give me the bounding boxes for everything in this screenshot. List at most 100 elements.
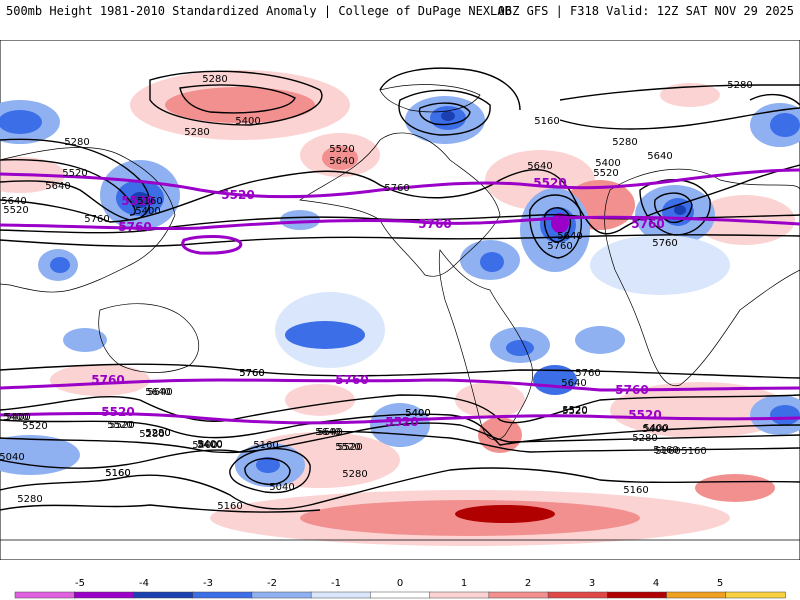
colorbar-segment bbox=[488, 591, 549, 599]
contour-label: 5520 bbox=[221, 188, 254, 202]
contour-label: 5400 bbox=[135, 206, 160, 217]
contour-label: 5400 bbox=[235, 116, 260, 127]
contour-label: 5400 bbox=[5, 412, 30, 423]
negative-anomaly-shading bbox=[0, 96, 800, 487]
contour-label: 5520 bbox=[628, 408, 661, 422]
contour-label: 5520 bbox=[101, 405, 134, 419]
colorbar-segment bbox=[429, 591, 490, 599]
colorbar-segment bbox=[192, 591, 253, 599]
map-title: 500mb Height 1981-2010 Standardized Anom… bbox=[6, 4, 512, 18]
contour-label: 5400 bbox=[197, 440, 222, 451]
contour-label: 5040 bbox=[269, 482, 294, 493]
contour-label: 5280 bbox=[139, 429, 164, 440]
contour-label: 5400 bbox=[642, 424, 667, 435]
contour-label: 5760 bbox=[335, 373, 368, 387]
contour-label: 5760 bbox=[547, 241, 572, 252]
contour-label: 5640 bbox=[45, 181, 70, 192]
contour-label: 5640 bbox=[561, 378, 586, 389]
contour-label: 5520 bbox=[329, 144, 354, 155]
contour-label: 5640 bbox=[315, 427, 340, 438]
contour-label: 5520 bbox=[385, 415, 418, 429]
contour-label: 5280 bbox=[612, 137, 637, 148]
positive-anomaly-shading bbox=[0, 70, 795, 546]
contour-label: 5280 bbox=[64, 137, 89, 148]
black-contour-labels: 5280 5400 5280 5280 5520 5640 5760 5160 … bbox=[0, 74, 753, 512]
contour-label: 5280 bbox=[202, 74, 227, 85]
colorbar-segment bbox=[73, 591, 135, 599]
contour-label: 5640 bbox=[647, 151, 672, 162]
colorbar-tick-label: -1 bbox=[331, 578, 341, 589]
contour-label: 5760 bbox=[239, 368, 264, 379]
contour-label: 5520 bbox=[62, 168, 87, 179]
colorbar-segment bbox=[251, 591, 312, 599]
contour-label: 5640 bbox=[1, 196, 26, 207]
contour-label: 5760 bbox=[239, 368, 264, 379]
contour-label: 5160 bbox=[137, 196, 162, 207]
colorbar-tick-label: -4 bbox=[139, 578, 149, 589]
contour-label: 5760 bbox=[575, 368, 600, 379]
colorbar-tick-label: 2 bbox=[525, 578, 531, 589]
colorbar-segment bbox=[14, 591, 75, 599]
contour-label: 5760 bbox=[84, 214, 109, 225]
colorbar-tick-label: 5 bbox=[717, 578, 723, 589]
colorbar-segment bbox=[133, 591, 194, 599]
contour-label: 5400 bbox=[405, 408, 430, 419]
anomaly-colorbar: -5 -4 -3 -2 -1 0 1 2 3 4 5 bbox=[14, 578, 786, 599]
colorbar-segment bbox=[310, 591, 372, 599]
model-run-info: 06Z GFS | F318 Valid: 12Z SAT NOV 29 202… bbox=[497, 4, 794, 18]
contour-label: 5760 bbox=[91, 373, 124, 387]
contour-label: 5160 bbox=[105, 468, 130, 479]
contour-label: 5280 bbox=[184, 127, 209, 138]
contour-label: 5040 bbox=[0, 452, 25, 463]
contour-label: 5760 bbox=[615, 383, 648, 397]
contour-label: 5160 bbox=[105, 468, 130, 479]
contour-label: 5160 bbox=[653, 445, 678, 456]
contour-label: 5520 bbox=[22, 421, 47, 432]
contour-label: 5160 bbox=[534, 116, 559, 127]
contour-label: 5640 bbox=[147, 387, 172, 398]
contour-label: 5520 bbox=[335, 442, 360, 453]
colorbar-segment bbox=[370, 591, 431, 599]
contour-label: 5160 bbox=[655, 446, 680, 457]
contour-label: 5640 bbox=[329, 156, 354, 167]
contour-label: 5400 bbox=[3, 412, 28, 423]
colorbar-tick-label: 1 bbox=[461, 578, 467, 589]
colorbar-segment bbox=[725, 591, 786, 599]
contour-label: 5520 bbox=[3, 205, 28, 216]
purple-contour-labels: 5520 5520 5520 5760 5760 5760 5760 5520 … bbox=[91, 176, 664, 429]
contour-label: 5520 bbox=[533, 176, 566, 190]
contour-label: 5760 bbox=[118, 220, 151, 234]
contour-label: 5280 bbox=[145, 428, 170, 439]
colorbar-tick-label: 3 bbox=[589, 578, 595, 589]
contour-label: 5160 bbox=[623, 485, 648, 496]
colorbar-tick-label: 4 bbox=[653, 578, 659, 589]
contour-label: 5640 bbox=[527, 161, 552, 172]
contour-label: 5760 bbox=[631, 217, 664, 231]
colorbar-tick-label: 0 bbox=[397, 578, 403, 589]
reference-contours bbox=[0, 168, 800, 425]
contour-label: 5400 bbox=[197, 439, 222, 450]
contour-label: 5520 bbox=[109, 420, 134, 431]
colorbar-segment bbox=[607, 591, 668, 599]
contour-label: 5160 bbox=[681, 446, 706, 457]
contour-label: 5160 bbox=[217, 501, 242, 512]
contour-label: 5520 bbox=[562, 405, 587, 416]
colorbar-tick-label: -3 bbox=[203, 578, 213, 589]
contour-label: 5280 bbox=[145, 428, 170, 439]
contour-label: 5760 bbox=[418, 217, 451, 231]
contour-label: 5160 bbox=[253, 440, 278, 451]
contour-label: 5640 bbox=[557, 231, 582, 242]
contour-label: 5640 bbox=[145, 387, 170, 398]
contour-label: 5280 bbox=[17, 494, 42, 505]
contour-label: 5400 bbox=[595, 158, 620, 169]
coastlines bbox=[0, 84, 800, 541]
contour-label: 5520 bbox=[121, 194, 154, 208]
contour-label: 5640 bbox=[317, 427, 342, 438]
contour-label: 5760 bbox=[384, 183, 409, 194]
contour-label: 5520 bbox=[107, 420, 132, 431]
contour-label: 5400 bbox=[405, 408, 430, 419]
contour-label: 5520 bbox=[562, 406, 587, 417]
height-contours bbox=[0, 67, 800, 513]
colorbar-segment bbox=[666, 591, 727, 599]
contour-label: 5520 bbox=[337, 442, 362, 453]
